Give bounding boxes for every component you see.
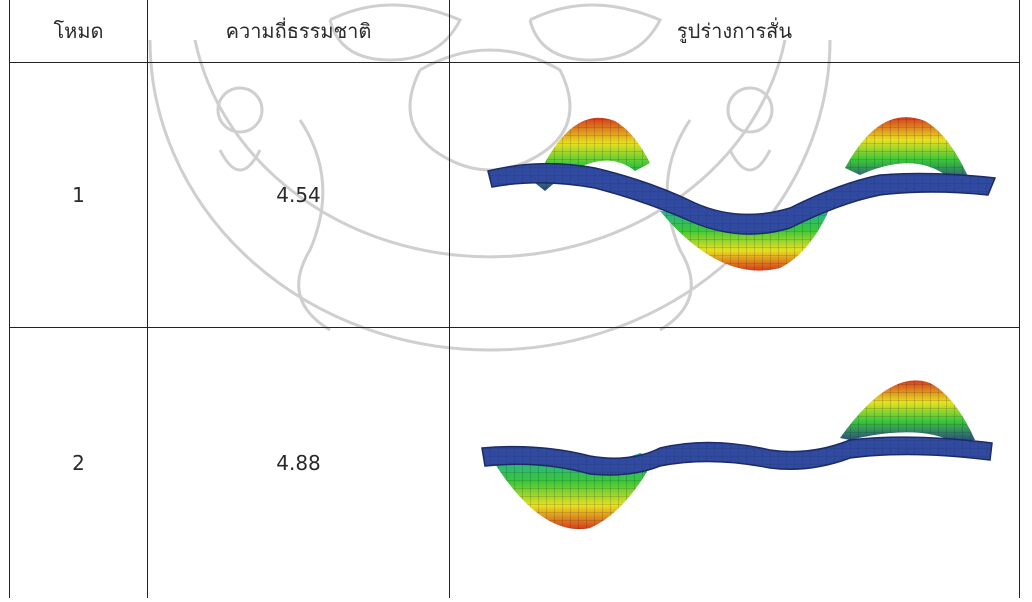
cell-mode-shape	[449, 327, 1020, 598]
header-natural-frequency: ความถี่ธรรมชาติ	[147, 0, 450, 63]
cell-frequency: 4.88	[147, 327, 450, 598]
mode-frequency-table: โหมด ความถี่ธรรมชาติ รูปร่างการสั่น 1 4.…	[9, 0, 1020, 598]
mode-shape-2-image	[481, 380, 993, 530]
table-row: 2 4.88	[9, 327, 1020, 598]
cell-mode: 2	[9, 327, 148, 598]
cell-mode: 1	[9, 62, 148, 328]
cell-frequency: 4.54	[147, 62, 450, 328]
table-row: 1 4.54	[9, 62, 1020, 328]
header-mode: โหมด	[9, 0, 148, 63]
cell-mode-shape	[449, 62, 1020, 328]
table-header-row: โหมด ความถี่ธรรมชาติ รูปร่างการสั่น	[9, 0, 1020, 63]
mode-shape-1-image	[487, 117, 997, 271]
header-mode-shape: รูปร่างการสั่น	[449, 0, 1020, 63]
